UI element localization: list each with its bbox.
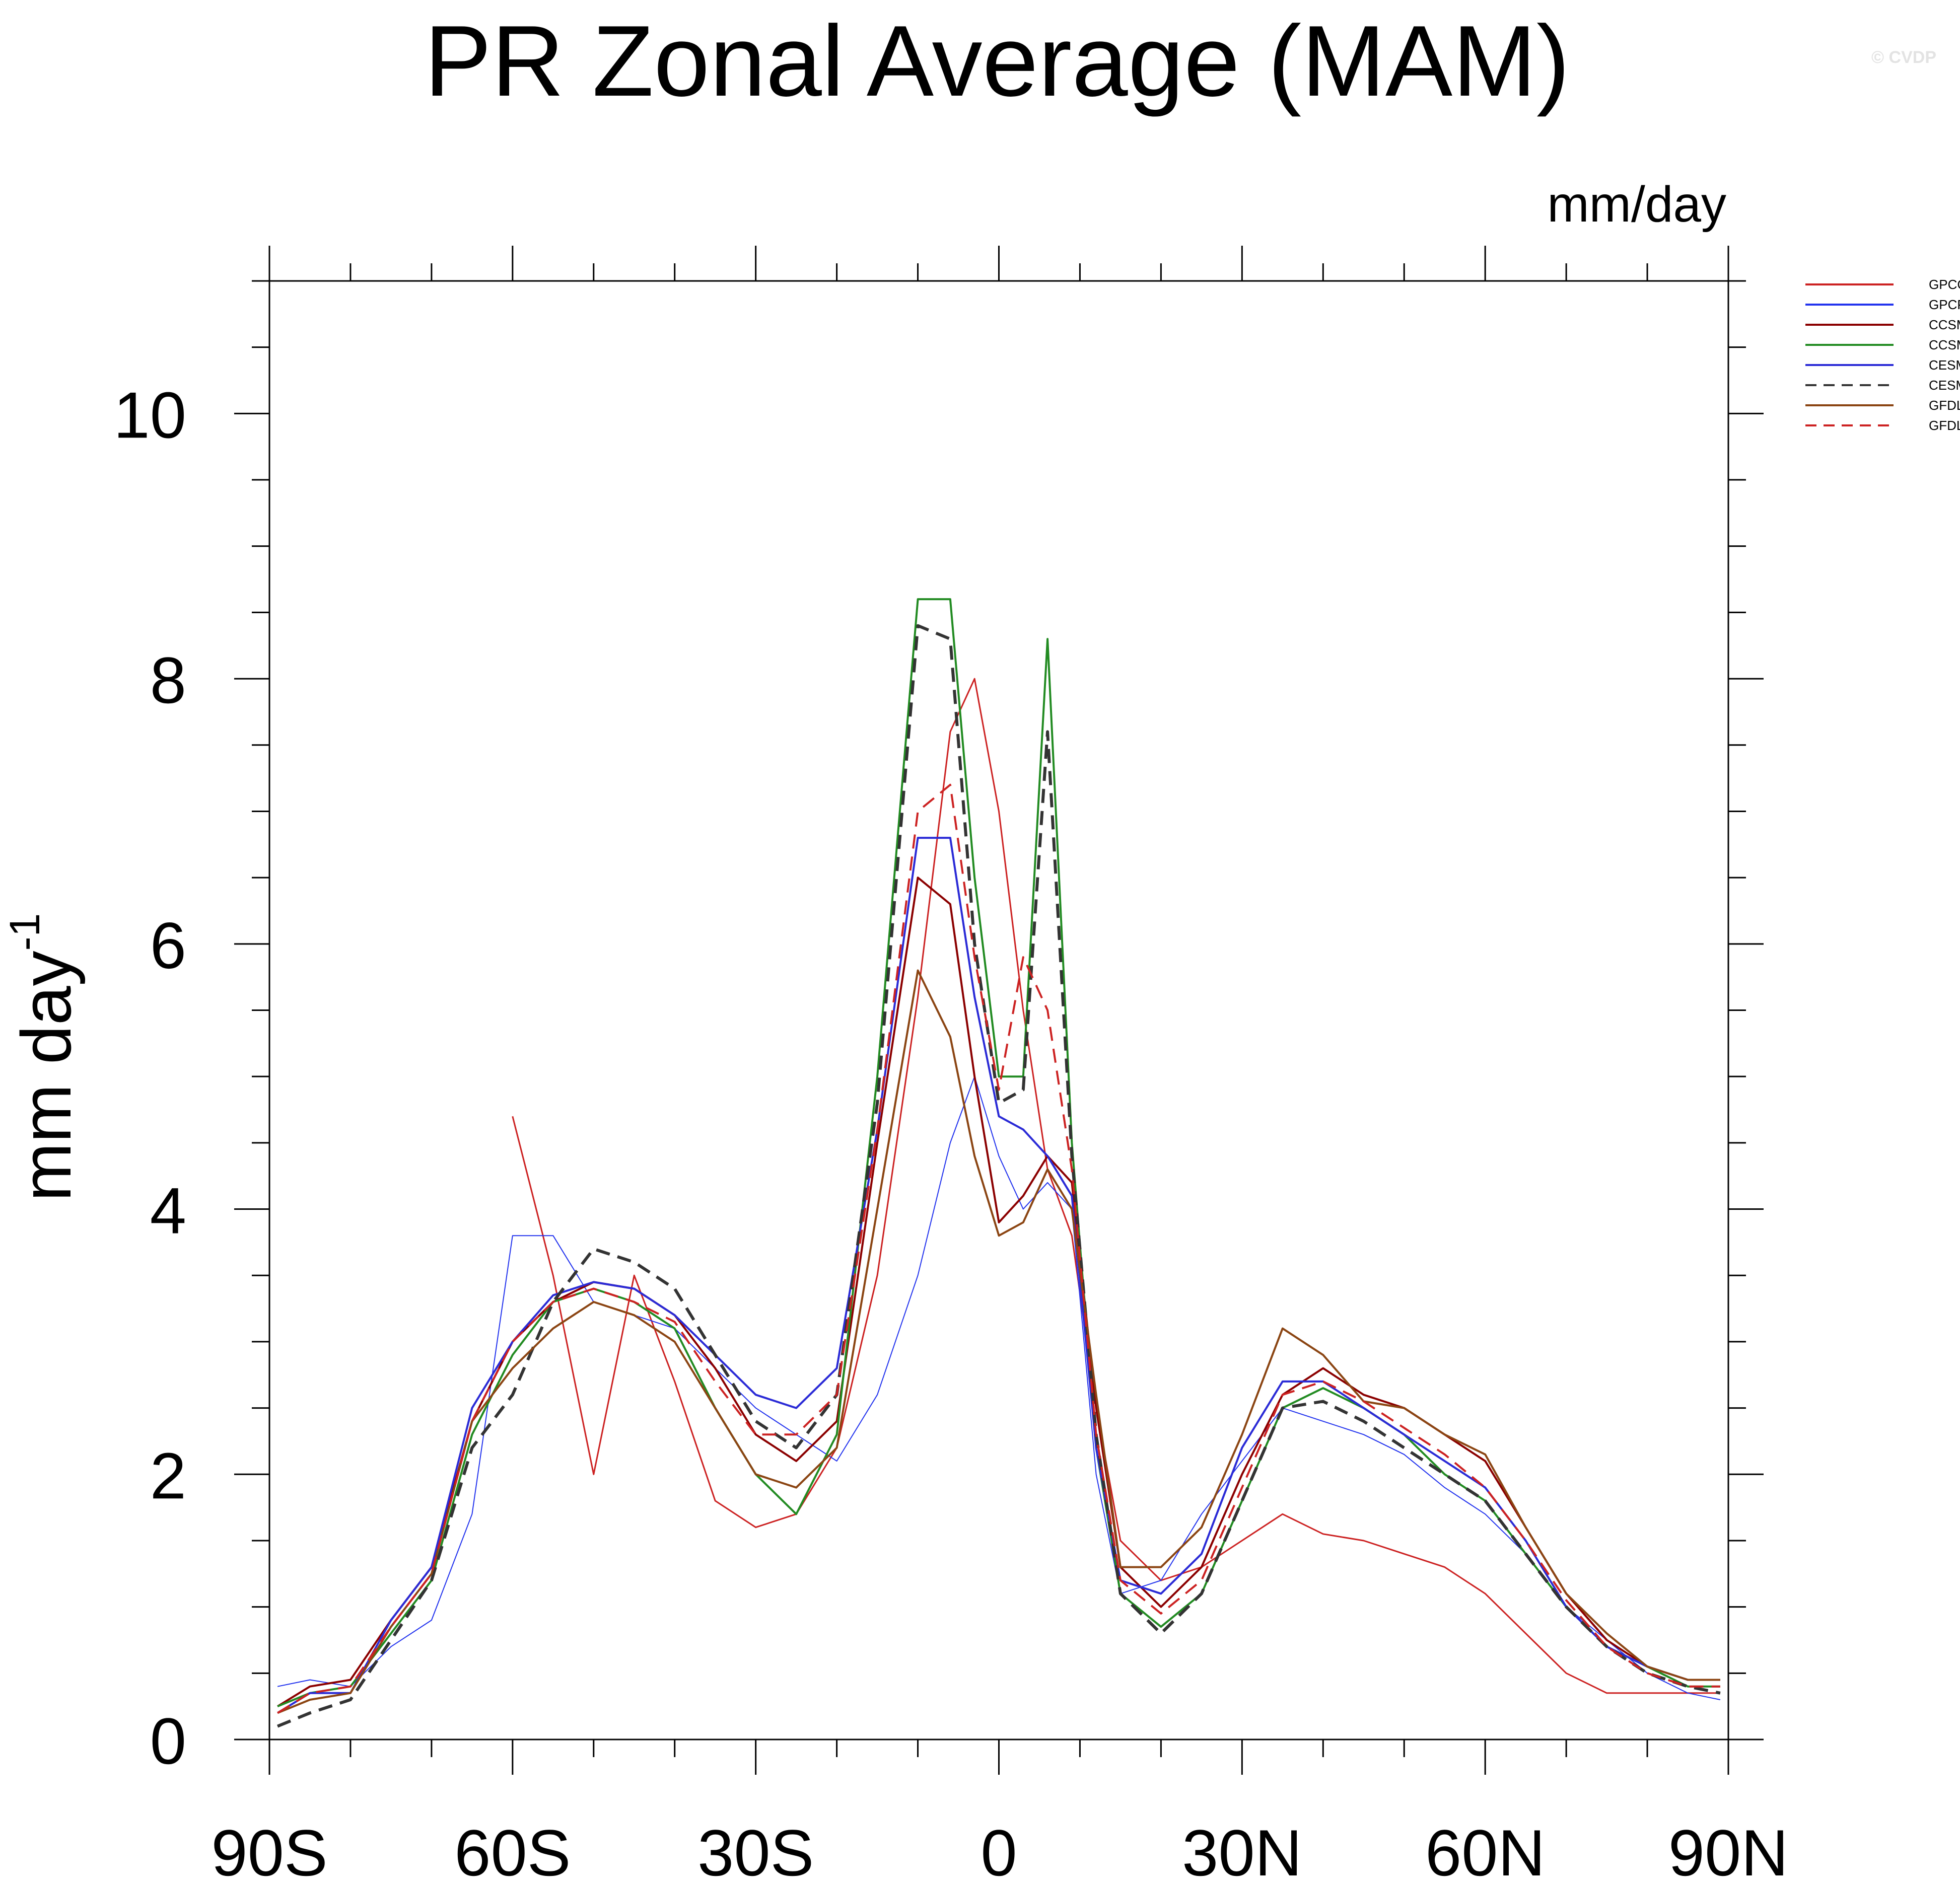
series-line: [277, 1076, 1721, 1700]
legend-label: GPCP: [1929, 297, 1960, 312]
x-tick-label: 30S: [697, 1816, 814, 1885]
x-tick-label: 60S: [454, 1816, 571, 1885]
x-tick-label: 30N: [1182, 1816, 1302, 1885]
series-line: [277, 598, 1720, 1708]
series-line: [276, 624, 1721, 1728]
y-tick-label: 2: [150, 1439, 186, 1512]
svg-text:mm day-1: mm day-1: [1, 913, 86, 1202]
legend-label: CCSM4 #2: [1929, 337, 1960, 352]
chart-title: PR Zonal Average (MAM): [425, 5, 1570, 117]
y-tick-label: 8: [150, 643, 186, 717]
series-line: [277, 837, 1720, 1714]
y-axis-label-superscript: -1: [1, 913, 48, 951]
y-axis-label: mm day-1: [1, 913, 86, 1202]
x-tick-label: 90N: [1668, 1816, 1788, 1885]
series-line: [277, 877, 1720, 1707]
legend-label: GFDL-ESM2M #1: [1929, 418, 1960, 433]
legend-label: CESM1-CAM5 #1: [1929, 357, 1960, 373]
series-line: [277, 969, 1720, 1714]
units-label: mm/day: [1547, 176, 1726, 233]
legend-label: GFDL-CM3 #1: [1929, 398, 1960, 413]
y-tick-label: 0: [150, 1704, 186, 1778]
y-tick-label: 4: [150, 1174, 186, 1248]
y-axis-label-text: mm day: [7, 951, 86, 1201]
plot-area: 0 2 4 6 8 10 90S 60S 30S 0 30N 60N 90N: [113, 246, 1788, 1885]
y-tick-label: 10: [113, 378, 186, 452]
series-line: [277, 783, 1720, 1714]
legend-label: CCSM4 #1: [1929, 317, 1960, 332]
y-tick-label: 6: [150, 909, 186, 982]
watermark: © CVDP: [1871, 48, 1936, 67]
x-tick-label: 0: [981, 1816, 1017, 1885]
legend-label: CESM1-CAM5 #2: [1929, 378, 1960, 393]
x-tick-label: 90S: [211, 1816, 327, 1885]
x-tick-label: 60N: [1425, 1816, 1545, 1885]
data-lines: [276, 598, 1721, 1728]
